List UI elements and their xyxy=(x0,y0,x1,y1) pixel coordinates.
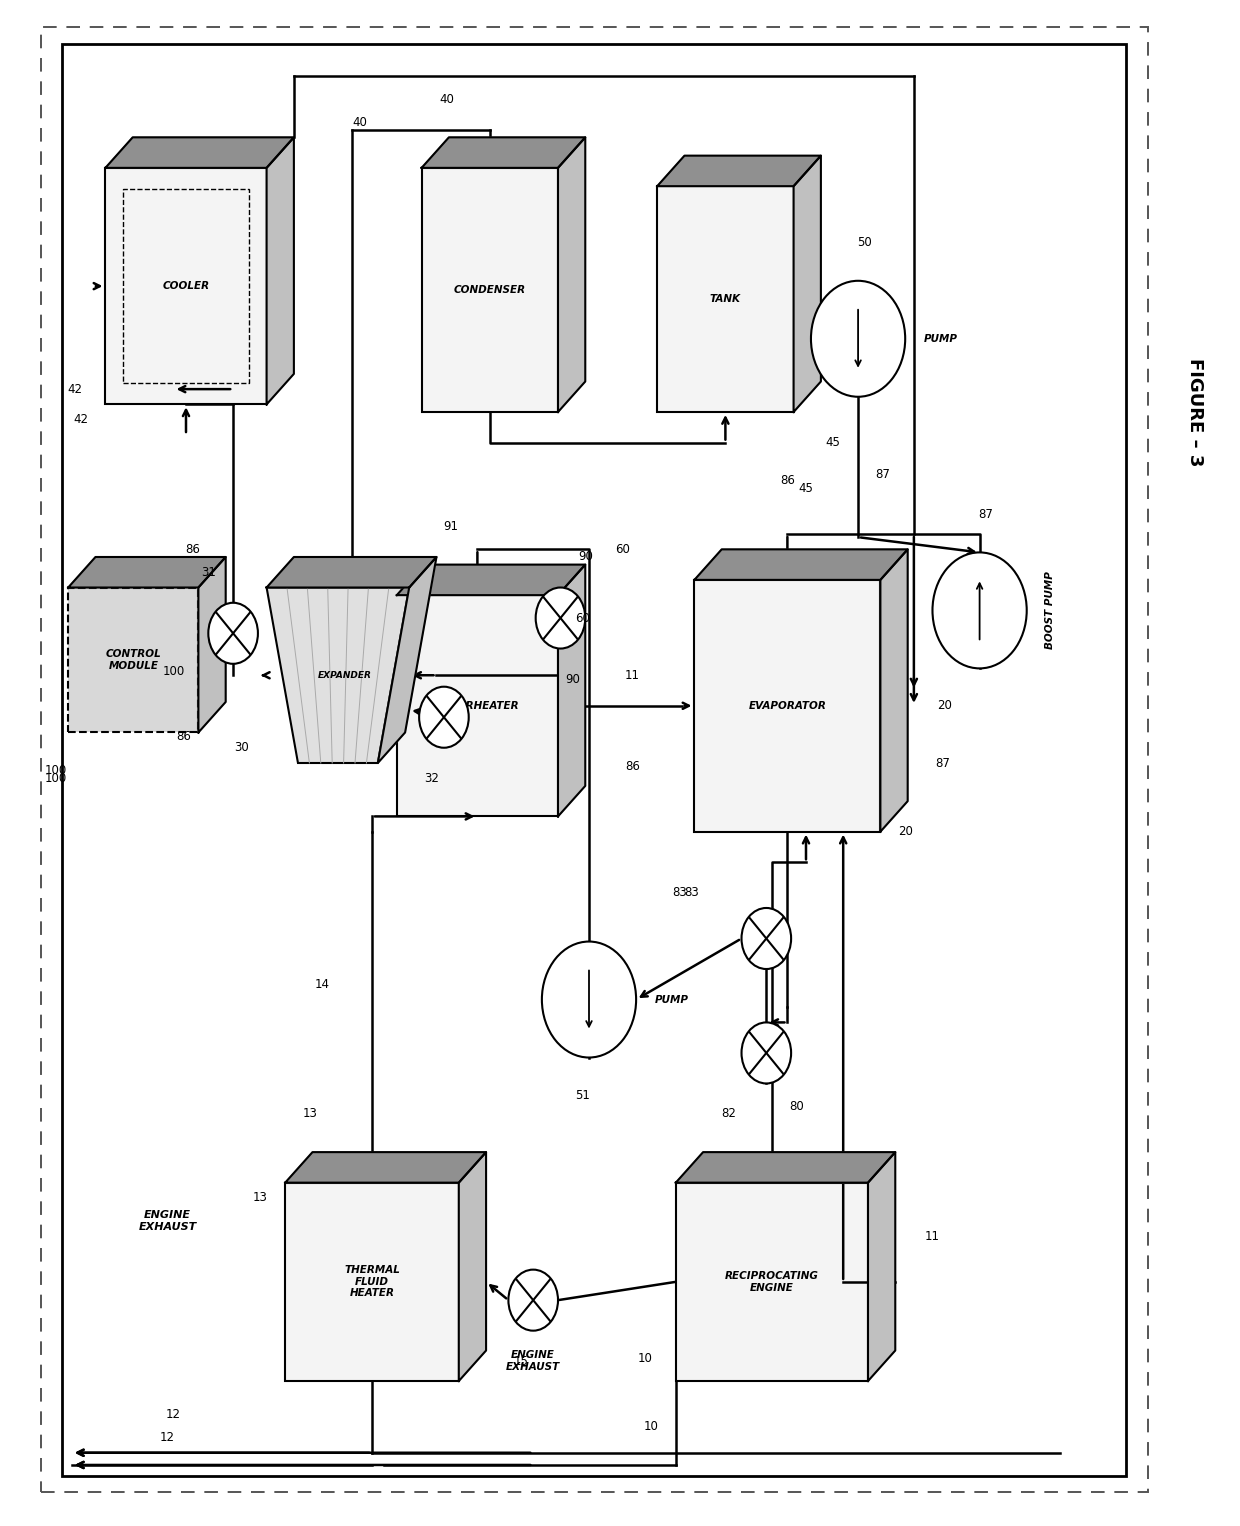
Polygon shape xyxy=(459,1152,486,1381)
Polygon shape xyxy=(558,137,585,412)
Circle shape xyxy=(508,1270,558,1331)
Polygon shape xyxy=(267,588,409,763)
Text: 86: 86 xyxy=(185,543,200,555)
Text: 86: 86 xyxy=(780,475,795,487)
Text: SUPERHEATER: SUPERHEATER xyxy=(435,700,520,711)
Polygon shape xyxy=(794,156,821,412)
Text: 86: 86 xyxy=(176,729,191,743)
Text: 90: 90 xyxy=(578,551,593,563)
Text: 42: 42 xyxy=(67,383,82,395)
Polygon shape xyxy=(657,156,821,186)
Text: 12: 12 xyxy=(160,1431,175,1444)
Text: PUMP: PUMP xyxy=(924,334,957,343)
Bar xyxy=(41,27,1148,1492)
Text: 60: 60 xyxy=(575,612,590,624)
Bar xyxy=(68,588,198,732)
Text: 14: 14 xyxy=(315,978,330,990)
Circle shape xyxy=(419,687,469,748)
Text: 45: 45 xyxy=(799,482,813,494)
Text: 31: 31 xyxy=(201,566,216,578)
Bar xyxy=(676,1183,868,1381)
Text: EXPANDER: EXPANDER xyxy=(317,671,372,679)
Text: CONTROL
MODULE: CONTROL MODULE xyxy=(105,649,161,671)
Bar xyxy=(422,168,558,412)
Text: 51: 51 xyxy=(575,1090,590,1102)
Text: 60: 60 xyxy=(615,543,630,555)
Text: CONDENSER: CONDENSER xyxy=(454,285,526,295)
Polygon shape xyxy=(267,137,294,404)
Polygon shape xyxy=(868,1152,895,1381)
Circle shape xyxy=(536,588,585,649)
Text: 100: 100 xyxy=(45,765,67,777)
Text: BOOST PUMP: BOOST PUMP xyxy=(1045,571,1055,650)
Text: 10: 10 xyxy=(637,1352,652,1364)
Text: 20: 20 xyxy=(898,826,913,838)
Text: ENGINE
EXHAUST: ENGINE EXHAUST xyxy=(139,1210,196,1231)
Polygon shape xyxy=(558,565,585,816)
Text: THERMAL
FLUID
HEATER: THERMAL FLUID HEATER xyxy=(343,1265,401,1299)
Text: 100: 100 xyxy=(45,772,67,784)
Text: 11: 11 xyxy=(625,668,640,682)
Text: 83: 83 xyxy=(684,887,699,899)
Text: 86: 86 xyxy=(625,760,640,774)
Text: 11: 11 xyxy=(925,1230,940,1242)
Text: 40: 40 xyxy=(352,116,367,128)
Bar xyxy=(123,189,249,383)
Text: 80: 80 xyxy=(790,1100,804,1112)
Polygon shape xyxy=(267,557,436,588)
Text: 15: 15 xyxy=(513,1355,528,1367)
Text: 40: 40 xyxy=(439,93,454,105)
Text: 20: 20 xyxy=(937,699,952,713)
Bar xyxy=(285,1183,459,1381)
Text: ENGINE
EXHAUST: ENGINE EXHAUST xyxy=(506,1351,560,1372)
Polygon shape xyxy=(68,557,226,588)
Text: 82: 82 xyxy=(722,1108,737,1120)
Text: 32: 32 xyxy=(424,772,439,784)
Circle shape xyxy=(542,942,636,1058)
Circle shape xyxy=(742,908,791,969)
Text: 50: 50 xyxy=(857,237,872,249)
Bar xyxy=(397,595,558,816)
Polygon shape xyxy=(694,549,908,580)
Text: COOLER: COOLER xyxy=(162,281,210,291)
Bar xyxy=(694,580,880,832)
Polygon shape xyxy=(397,565,585,595)
Polygon shape xyxy=(676,1152,895,1183)
Text: 13: 13 xyxy=(253,1192,268,1204)
Bar xyxy=(657,186,794,412)
Polygon shape xyxy=(198,557,226,732)
Text: 30: 30 xyxy=(234,742,249,754)
Bar xyxy=(62,44,1126,1476)
Text: 90: 90 xyxy=(565,673,580,685)
Text: 83: 83 xyxy=(672,887,687,899)
Polygon shape xyxy=(285,1152,486,1183)
Text: TANK: TANK xyxy=(711,295,742,304)
Polygon shape xyxy=(378,557,436,763)
Text: 13: 13 xyxy=(303,1108,317,1120)
Circle shape xyxy=(811,281,905,397)
Polygon shape xyxy=(422,137,585,168)
Circle shape xyxy=(742,1022,791,1083)
Text: 12: 12 xyxy=(166,1408,181,1421)
Circle shape xyxy=(208,603,258,664)
Text: 87: 87 xyxy=(935,757,950,769)
Polygon shape xyxy=(880,549,908,832)
Bar xyxy=(105,168,267,404)
Circle shape xyxy=(932,552,1027,668)
Text: RECIPROCATING
ENGINE: RECIPROCATING ENGINE xyxy=(725,1271,818,1293)
Text: 91: 91 xyxy=(443,520,459,533)
Text: 100: 100 xyxy=(162,665,185,678)
Text: 10: 10 xyxy=(644,1421,658,1433)
Text: 87: 87 xyxy=(978,508,993,520)
Text: 87: 87 xyxy=(875,468,890,481)
Text: FIGURE – 3: FIGURE – 3 xyxy=(1187,357,1204,467)
Text: 42: 42 xyxy=(73,414,88,426)
Text: PUMP: PUMP xyxy=(655,995,688,1004)
Text: EVAPORATOR: EVAPORATOR xyxy=(749,700,826,711)
Polygon shape xyxy=(105,137,294,168)
Text: 45: 45 xyxy=(826,436,841,449)
